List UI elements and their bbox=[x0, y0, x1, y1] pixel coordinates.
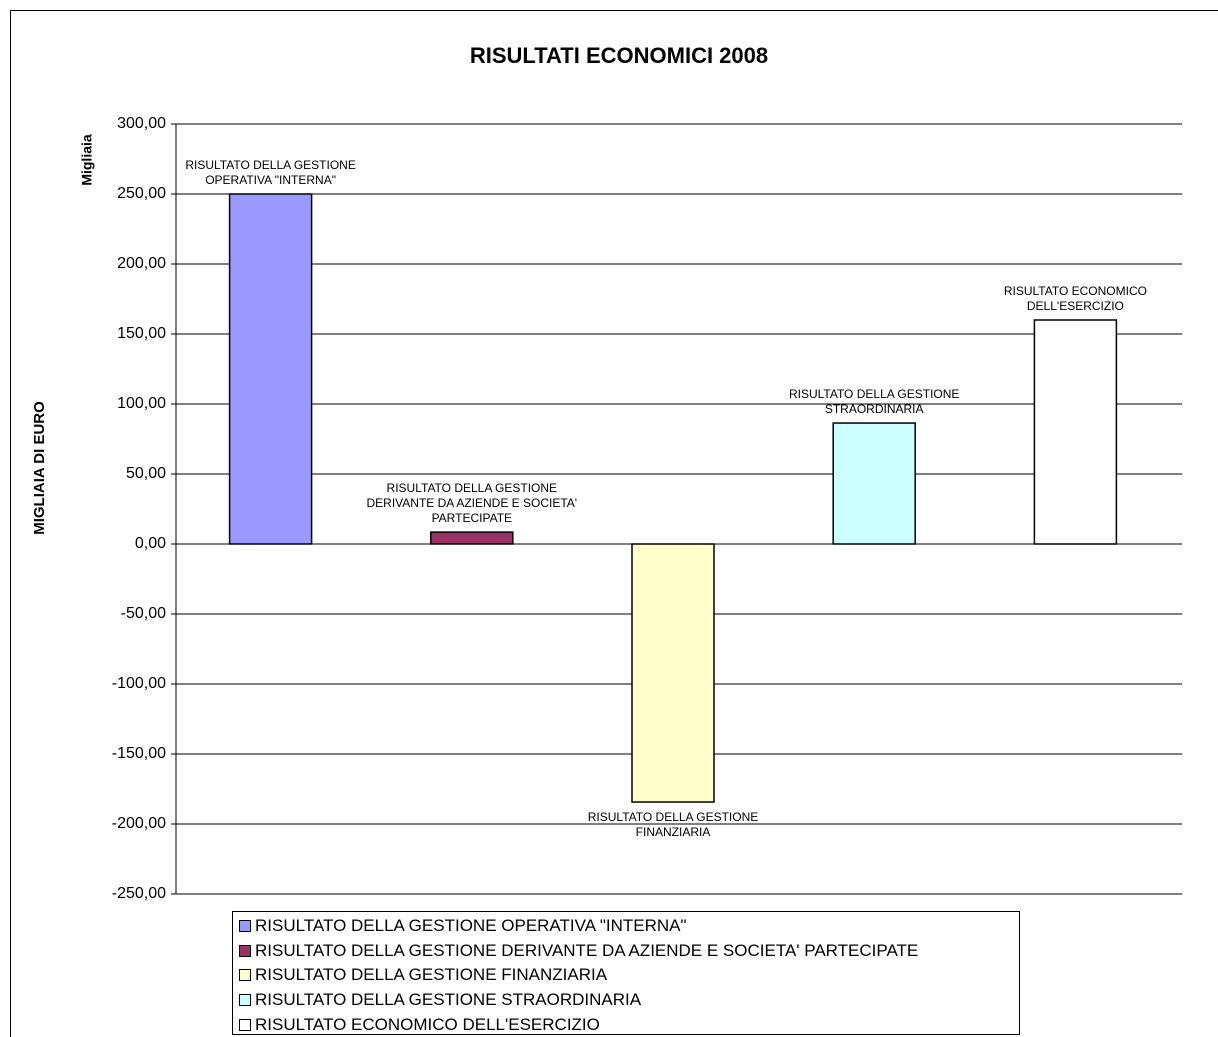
legend-label: RISULTATO ECONOMICO DELL'ESERCIZIO bbox=[255, 1014, 600, 1034]
legend-swatch bbox=[239, 1018, 251, 1031]
bar bbox=[832, 422, 916, 545]
y-tick-label: 50,00 bbox=[126, 465, 166, 482]
y-tick-label: 150,00 bbox=[117, 325, 166, 342]
bar bbox=[1033, 319, 1118, 545]
y-tick-label: -200,00 bbox=[112, 815, 166, 832]
legend-item: RISULTATO DELLA GESTIONE STRAORDINARIA bbox=[239, 988, 1019, 1013]
y-tick-label: -50,00 bbox=[121, 605, 166, 622]
data-label: RISULTATO DELLA GESTIONE STRAORDINARIA bbox=[788, 387, 960, 417]
bar bbox=[228, 193, 313, 545]
legend-item: RISULTATO DELLA GESTIONE FINANZIARIA bbox=[239, 963, 1019, 988]
legend-label: RISULTATO DELLA GESTIONE STRAORDINARIA bbox=[255, 990, 642, 1010]
y-axis-title: MIGLIAIA DI EURO bbox=[31, 401, 48, 535]
y-tick-label: 300,00 bbox=[117, 115, 166, 132]
display-unit: Migliaia bbox=[79, 134, 95, 186]
y-tick-label: 250,00 bbox=[117, 185, 166, 202]
y-tick-label: 100,00 bbox=[117, 395, 166, 412]
legend-item: RISULTATO DELLA GESTIONE OPERATIVA "INTE… bbox=[239, 914, 1019, 939]
legend-swatch bbox=[239, 944, 251, 957]
legend-item: RISULTATO ECONOMICO DELL'ESERCIZIO bbox=[239, 1012, 1019, 1037]
legend-swatch bbox=[239, 994, 251, 1007]
legend-swatch bbox=[239, 920, 251, 933]
y-tick-label: -150,00 bbox=[112, 745, 166, 762]
data-label: RISULTATO ECONOMICO DELL'ESERCIZIO bbox=[1003, 284, 1147, 313]
chart-title: RISULTATI ECONOMICI 2008 bbox=[470, 43, 768, 68]
data-label: RISULTATO DELLA GESTIONE DERIVANTE DA AZ… bbox=[366, 481, 578, 526]
bar bbox=[631, 543, 715, 803]
legend-label: RISULTATO DELLA GESTIONE DERIVANTE DA AZ… bbox=[255, 940, 919, 960]
y-tick-label: -250,00 bbox=[112, 885, 166, 902]
y-tick-label: -100,00 bbox=[112, 675, 166, 692]
y-tick-label: 0,00 bbox=[135, 535, 166, 552]
chart-frame bbox=[10, 10, 1218, 1037]
data-label: RISULTATO DELLA GESTIONE FINANZIARIA bbox=[587, 810, 759, 840]
y-tick-label: 200,00 bbox=[117, 255, 166, 272]
legend-label: RISULTATO DELLA GESTIONE FINANZIARIA bbox=[255, 965, 608, 985]
legend-swatch bbox=[239, 969, 251, 982]
legend-item: RISULTATO DELLA GESTIONE DERIVANTE DA AZ… bbox=[239, 939, 1019, 964]
legend-label: RISULTATO DELLA GESTIONE OPERATIVA "INTE… bbox=[255, 916, 687, 936]
data-label: RISULTATO DELLA GESTIONE OPERATIVA "INTE… bbox=[185, 158, 356, 187]
legend: RISULTATO DELLA GESTIONE OPERATIVA "INTE… bbox=[232, 911, 1020, 1035]
bar bbox=[430, 531, 514, 545]
